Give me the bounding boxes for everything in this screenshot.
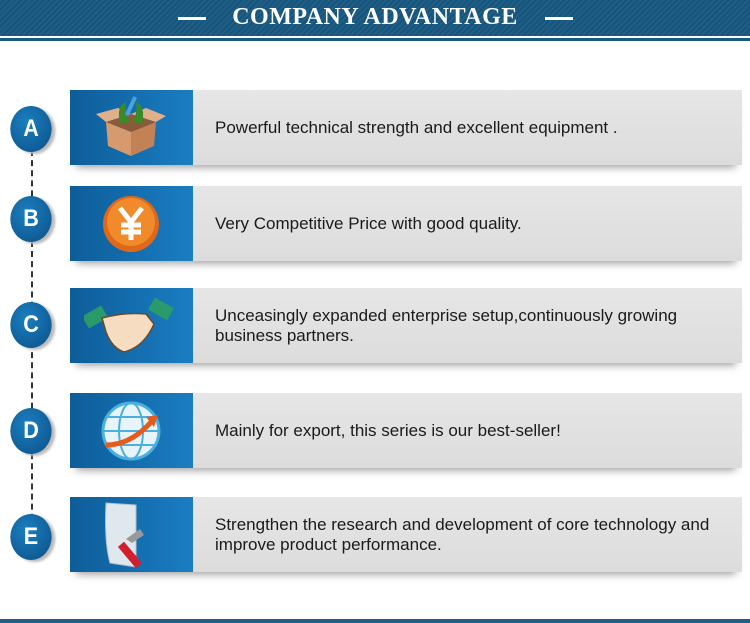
advantage-text: Strengthen the research and development … — [215, 514, 710, 554]
advantage-text: Unceasingly expanded enterprise setup,co… — [215, 305, 678, 345]
globe-arrow-icon — [70, 393, 193, 468]
advantage-row-d: Mainly for export, this series is our be… — [70, 393, 742, 468]
yen-coin-icon — [70, 186, 193, 261]
letter-badge-a: A — [10, 106, 52, 152]
advantage-row-c: Unceasingly expanded enterprise setup,co… — [70, 288, 742, 363]
letter-badge-b: B — [10, 196, 52, 242]
title-dash-left — [178, 17, 206, 20]
title-dash-right — [545, 17, 573, 20]
letter-badge-d: D — [10, 408, 52, 454]
advantage-row-b: Very Competitive Price with good quality… — [70, 186, 742, 261]
letter-badge-e: E — [10, 514, 52, 560]
page-title: COMPANY ADVANTAGE — [232, 4, 518, 30]
box-with-tools-icon — [70, 90, 193, 165]
advantage-text: Very Competitive Price with good quality… — [215, 213, 522, 233]
advantage-text: Mainly for export, this series is our be… — [215, 420, 561, 440]
handshake-icon — [70, 288, 193, 363]
folder-tools-icon — [70, 497, 193, 572]
footer-bar — [0, 619, 750, 623]
header-divider — [0, 38, 750, 41]
advantage-row-a: Powerful technical strength and excellen… — [70, 90, 742, 165]
advantage-row-e: Strengthen the research and development … — [70, 497, 742, 572]
advantage-text: Powerful technical strength and excellen… — [215, 117, 618, 137]
header-banner: COMPANY ADVANTAGE — [0, 0, 750, 36]
letter-badge-c: C — [10, 302, 52, 348]
